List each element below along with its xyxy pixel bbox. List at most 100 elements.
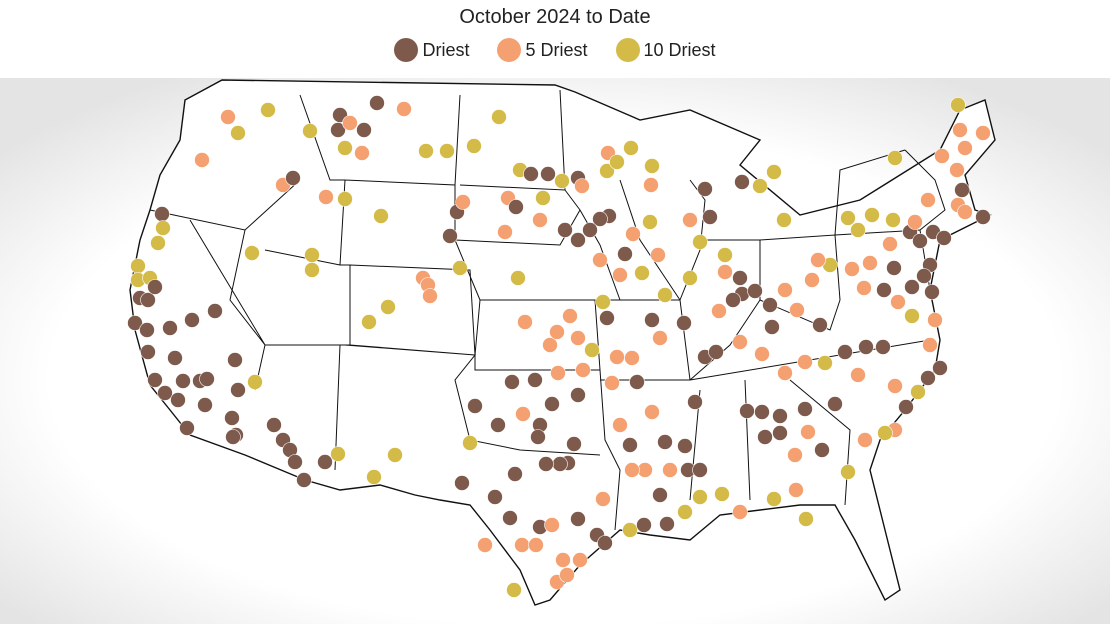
station-dot <box>887 378 903 394</box>
station-dot <box>527 372 543 388</box>
station-dot <box>857 432 873 448</box>
station-dot <box>612 267 628 283</box>
station-dot <box>157 385 173 401</box>
station-dot <box>697 181 713 197</box>
station-dot <box>776 212 792 228</box>
station-dot <box>599 163 615 179</box>
station-dot <box>702 209 718 225</box>
station-dot <box>452 260 468 276</box>
station-dot <box>559 567 575 583</box>
station-dot <box>754 404 770 420</box>
station-dot <box>625 226 641 242</box>
station-dot <box>317 454 333 470</box>
station-dot <box>810 252 826 268</box>
station-dot <box>356 122 372 138</box>
station-dot <box>617 246 633 262</box>
station-dot <box>676 315 692 331</box>
station-dot <box>582 222 598 238</box>
station-dot <box>514 537 530 553</box>
station-dot <box>885 212 901 228</box>
station-dot <box>949 162 965 178</box>
station-dot <box>692 489 708 505</box>
station-dot <box>595 491 611 507</box>
station-dot <box>644 312 660 328</box>
station-dot <box>657 434 673 450</box>
station-dot <box>692 234 708 250</box>
station-dot <box>532 212 548 228</box>
station-dot <box>373 208 389 224</box>
station-dot <box>515 406 531 422</box>
station-dot <box>147 279 163 295</box>
station-dot <box>936 230 952 246</box>
station-dot <box>422 288 438 304</box>
station-dot <box>244 245 260 261</box>
station-dot <box>764 319 780 335</box>
station-dot <box>612 417 628 433</box>
station-dot <box>523 166 539 182</box>
station-dot <box>592 252 608 268</box>
station-dot <box>644 404 660 420</box>
station-dot <box>418 143 434 159</box>
station-dot <box>644 158 660 174</box>
station-dot <box>957 140 973 156</box>
station-dot <box>337 140 353 156</box>
legend-swatch <box>394 38 419 62</box>
station-dot <box>766 491 782 507</box>
station-dot <box>652 487 668 503</box>
station-dot <box>875 339 891 355</box>
station-dot <box>566 436 582 452</box>
station-dot <box>812 317 828 333</box>
station-dot <box>950 97 966 113</box>
station-dot <box>302 123 318 139</box>
station-dot <box>462 435 478 451</box>
station-dot <box>814 442 830 458</box>
station-dot <box>850 367 866 383</box>
station-dot <box>622 437 638 453</box>
station-dot <box>127 315 143 331</box>
header: October 2024 to Date Driest 5 Driest 10 Dr… <box>0 0 1110 78</box>
station-dot <box>623 140 639 156</box>
station-dot <box>840 464 856 480</box>
station-dot <box>542 337 558 353</box>
station-dot <box>677 504 693 520</box>
station-dot <box>924 284 940 300</box>
station-dot <box>682 212 698 228</box>
station-dot <box>910 384 926 400</box>
station-dot <box>599 310 615 326</box>
station-dot <box>797 401 813 417</box>
station-dot <box>575 362 591 378</box>
station-dot <box>491 109 507 125</box>
station-dot <box>732 504 748 520</box>
station-dot <box>862 255 878 271</box>
station-dot <box>662 462 678 478</box>
station-dot <box>150 235 166 251</box>
station-dot <box>766 164 782 180</box>
station-dot <box>530 429 546 445</box>
station-dot <box>570 387 586 403</box>
station-dot <box>907 214 923 230</box>
legend-swatch <box>615 38 640 62</box>
station-dot <box>572 552 588 568</box>
legend: Driest 5 Driest 10 Driest <box>0 38 1110 62</box>
station-dot <box>304 262 320 278</box>
station-dot <box>904 308 920 324</box>
station-dot <box>227 352 243 368</box>
station-dot <box>230 382 246 398</box>
station-dot <box>927 312 943 328</box>
station-dot <box>550 365 566 381</box>
station-dot <box>554 173 570 189</box>
station-dot <box>604 375 620 391</box>
station-dot <box>932 360 948 376</box>
station-dot <box>624 462 640 478</box>
legend-label: 10 Driest <box>643 39 716 60</box>
station-dot <box>506 582 522 598</box>
station-dot <box>455 194 471 210</box>
station-dot <box>975 125 991 141</box>
legend-item: Driest <box>394 38 469 62</box>
station-dot <box>629 374 645 390</box>
station-dot <box>225 429 241 445</box>
title: October 2024 to Date <box>459 6 651 28</box>
station-dot <box>549 324 565 340</box>
station-dot <box>609 349 625 365</box>
station-dot <box>260 102 276 118</box>
